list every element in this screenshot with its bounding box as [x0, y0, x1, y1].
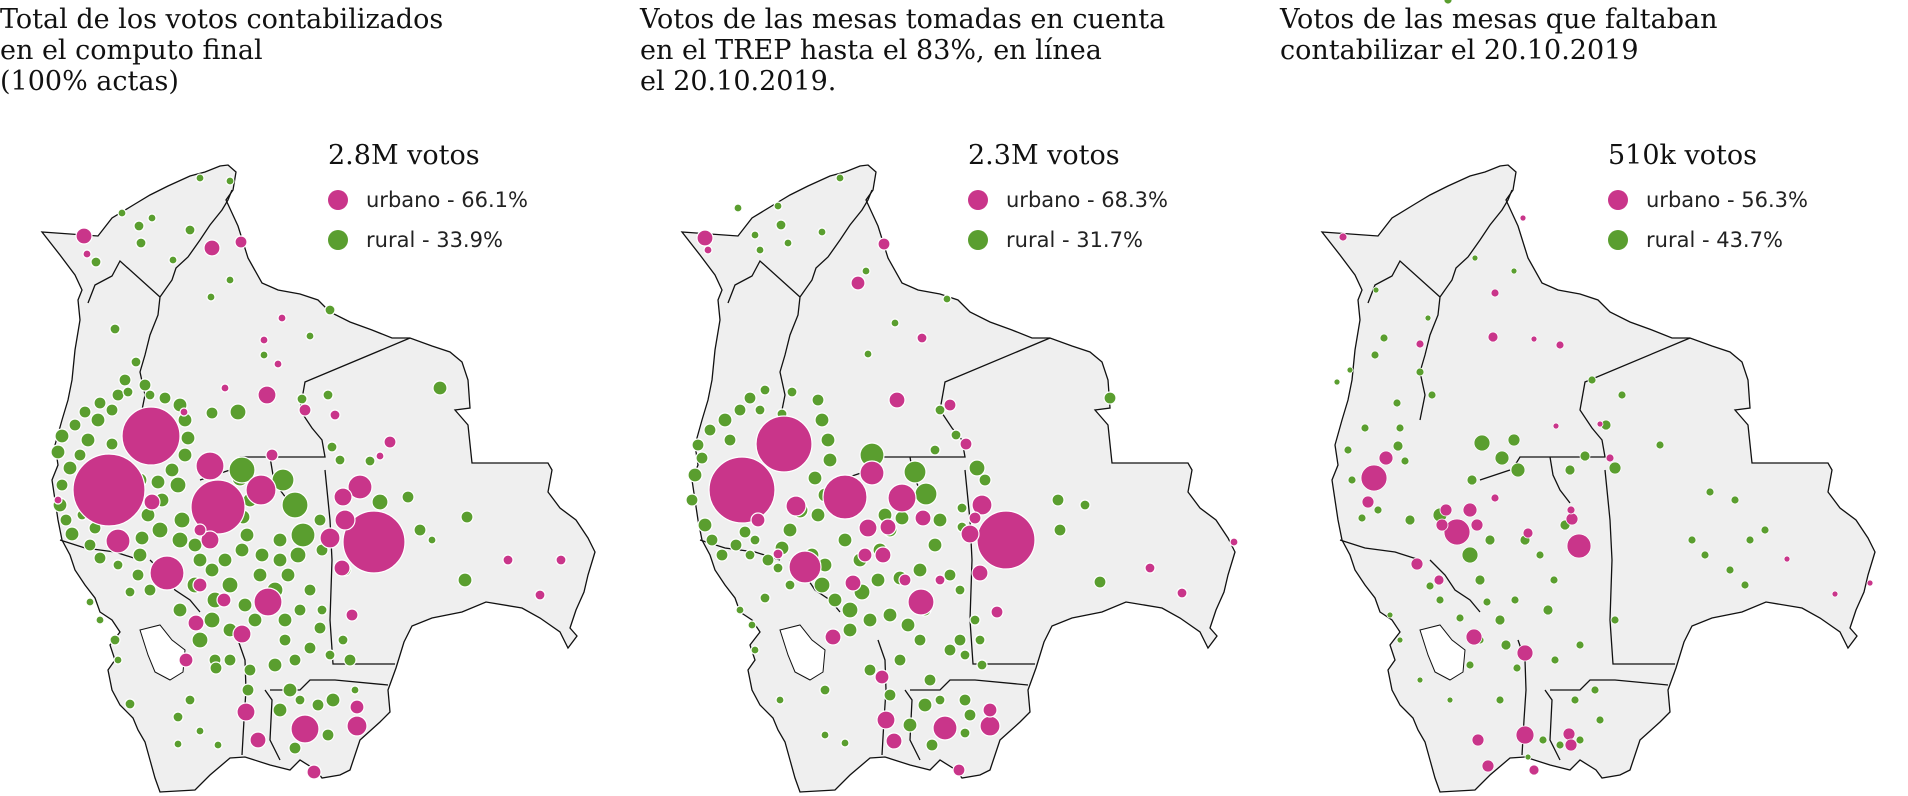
urbano-bubbles: [53, 227, 567, 780]
rural-dot-icon: [968, 230, 988, 250]
legend-item-rural: rural - 31.7%: [968, 220, 1168, 260]
legend-total: 2.8M votos: [328, 140, 480, 171]
legend: 2.3M votos urbano - 68.3% rural - 31.7%: [968, 140, 1168, 260]
legend-item-rural: rural - 43.7%: [1608, 220, 1808, 260]
legend-label: urbano - 56.3%: [1646, 188, 1808, 212]
legend-label: rural - 33.9%: [366, 228, 503, 252]
bolivia-map: [1321, 0, 1876, 793]
legend-total: 2.3M votos: [968, 140, 1120, 171]
panel-title: Votos de las mesas tomadas en cuenta en …: [640, 4, 1166, 97]
bolivia-map: [41, 164, 596, 793]
legend-item-urbano: urbano - 56.3%: [1608, 180, 1808, 220]
legend-item-urbano: urbano - 68.3%: [968, 180, 1168, 220]
legend-label: urbano - 66.1%: [366, 188, 528, 212]
urbano-dot-icon: [968, 190, 988, 210]
rural-dot-icon: [328, 230, 348, 250]
rural-bubbles: [1333, 0, 1770, 761]
legend-item-urbano: urbano - 66.1%: [328, 180, 528, 220]
bolivia-map: [681, 164, 1239, 793]
panel-title: Total de los votos contabilizados en el …: [0, 4, 444, 97]
urbano-dot-icon: [328, 190, 348, 210]
urbano-dot-icon: [1608, 190, 1628, 210]
legend: 2.8M votos urbano - 66.1% rural - 33.9%: [328, 140, 528, 260]
rural-dot-icon: [1608, 230, 1628, 250]
panel-title: Votos de las mesas que faltaban contabil…: [1280, 4, 1718, 66]
legend-label: rural - 31.7%: [1006, 228, 1143, 252]
legend-label: rural - 43.7%: [1646, 228, 1783, 252]
urbano-bubbles: [696, 229, 1239, 777]
rural-bubbles: [50, 173, 474, 755]
legend: 510k votos urbano - 56.3% rural - 43.7%: [1608, 140, 1808, 260]
legend-total: 510k votos: [1608, 140, 1757, 171]
urbano-bubbles: [1338, 214, 1874, 776]
legend-item-rural: rural - 33.9%: [328, 220, 528, 260]
legend-label: urbano - 68.3%: [1006, 188, 1168, 212]
panel-total: Total de los votos contabilizados en el …: [0, 0, 640, 796]
panel-trep-83: Votos de las mesas tomadas en cuenta en …: [640, 0, 1280, 796]
bubbles: [50, 173, 567, 780]
panel-faltantes: Votos de las mesas que faltaban contabil…: [1280, 0, 1908, 796]
